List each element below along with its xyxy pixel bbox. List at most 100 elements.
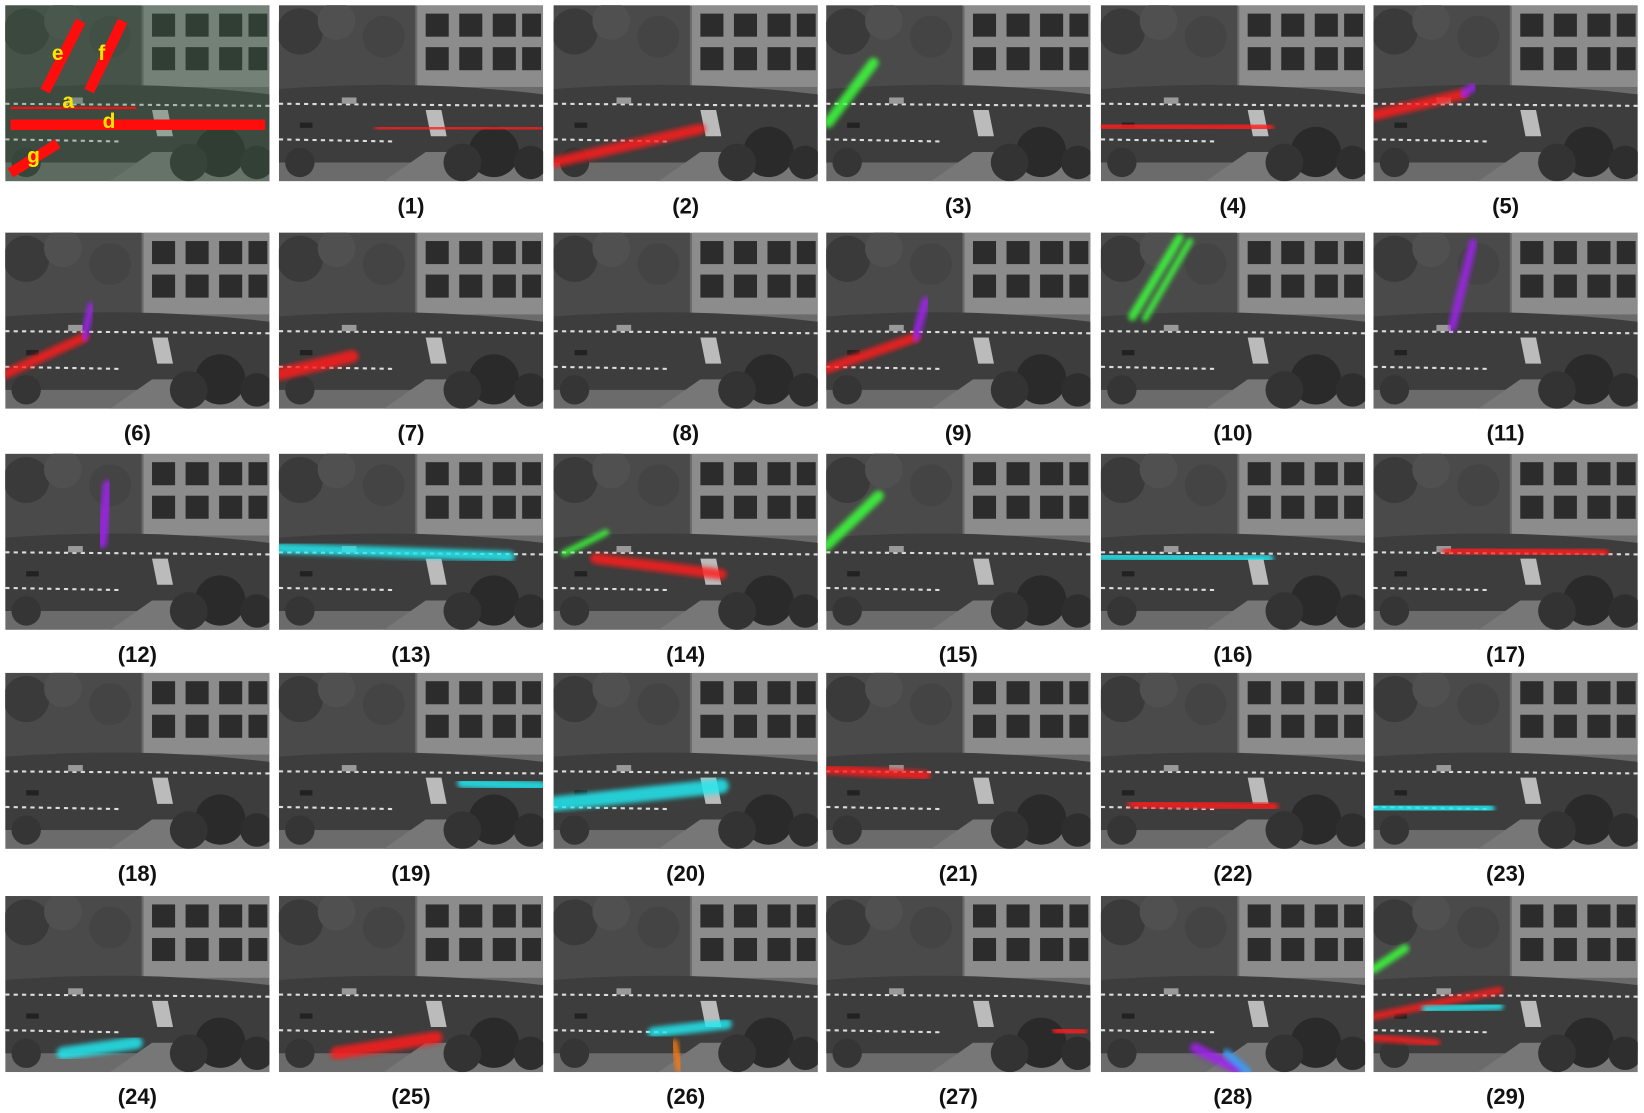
scene <box>1371 230 1642 409</box>
panel-image <box>1099 230 1370 409</box>
panel-image <box>1371 230 1642 409</box>
panel-label: (15) <box>939 642 978 667</box>
motion-streak <box>1373 1038 1436 1043</box>
image-content <box>1099 451 1370 630</box>
panel-image <box>277 451 548 630</box>
panel-label: (10) <box>1213 421 1252 446</box>
panel-label: (28) <box>1213 1084 1252 1109</box>
scene <box>3 230 274 409</box>
panel-image <box>551 2 822 181</box>
panel-label: (7) <box>398 421 425 446</box>
motion-streak <box>1447 550 1604 553</box>
image-content <box>3 2 274 181</box>
panel-image <box>824 2 1095 181</box>
scene <box>1371 2 1642 181</box>
motion-streak <box>1057 1030 1083 1032</box>
panel-label: (3) <box>945 193 972 218</box>
panel-label: (25) <box>391 1084 430 1109</box>
panel-image <box>1371 893 1642 1072</box>
panel-label: (9) <box>945 421 972 446</box>
panel-label: (26) <box>666 1084 705 1109</box>
route-label: g <box>27 145 40 168</box>
panel-image <box>551 670 822 849</box>
image-content <box>1099 670 1370 849</box>
scene <box>1099 230 1370 409</box>
panel-image <box>1099 451 1370 630</box>
page: efadg(1)(2)(3)(4)(5)(6)(7)(8)(9)(10)(11)… <box>0 0 1644 1113</box>
scene <box>824 451 1095 630</box>
panel-label: (27) <box>939 1084 978 1109</box>
scene <box>1099 451 1370 630</box>
panel-image <box>824 670 1095 849</box>
panel-image <box>551 893 822 1072</box>
image-content <box>551 670 822 849</box>
panel-image <box>824 230 1095 409</box>
scene <box>824 893 1095 1072</box>
panel-image <box>1099 2 1370 181</box>
scene <box>3 670 274 849</box>
panel-label: (4) <box>1220 193 1247 218</box>
scene <box>824 230 1095 409</box>
image-content <box>1371 451 1642 630</box>
panel-image <box>277 670 548 849</box>
panel-image <box>1099 893 1370 1072</box>
image-content <box>277 2 548 181</box>
motion-streak <box>462 783 541 786</box>
panel-label: (13) <box>391 642 430 667</box>
panel-image <box>277 893 548 1072</box>
panel-label: (21) <box>939 861 978 886</box>
route-label: f <box>98 42 106 65</box>
panel-image <box>3 451 274 630</box>
scene <box>277 670 548 849</box>
scene <box>1099 670 1370 849</box>
image-content <box>277 893 548 1072</box>
motion-streak <box>1373 807 1488 809</box>
panel-label: (5) <box>1492 193 1519 218</box>
route-label: e <box>52 42 64 65</box>
panel-label: (11) <box>1487 421 1525 446</box>
motion-streak <box>1101 126 1269 128</box>
panel-label: (24) <box>118 1084 157 1109</box>
image-content <box>551 893 822 1072</box>
image-content <box>277 230 548 409</box>
scene <box>551 230 822 409</box>
panel-image <box>3 230 274 409</box>
panel-label: (23) <box>1486 861 1525 886</box>
image-content <box>1371 670 1642 849</box>
scene <box>277 230 548 409</box>
image-content <box>824 451 1095 630</box>
panel-label: (12) <box>118 642 157 667</box>
panel-label: (16) <box>1213 642 1252 667</box>
panel-label: (18) <box>118 861 157 886</box>
image-content <box>3 230 274 409</box>
panel-image <box>3 670 274 849</box>
panel-image <box>551 230 822 409</box>
image-content <box>1099 230 1370 409</box>
image-content <box>1371 230 1642 409</box>
image-content <box>824 670 1095 849</box>
image-content <box>1371 2 1642 181</box>
scene <box>824 2 1095 181</box>
panel-label: (22) <box>1213 861 1252 886</box>
scene <box>3 451 274 630</box>
image-content <box>551 451 822 630</box>
scene <box>1371 670 1642 849</box>
motion-streak <box>378 128 541 129</box>
panel-label: (19) <box>391 861 430 886</box>
panel-label: (29) <box>1486 1084 1525 1109</box>
panel-image <box>1371 451 1642 630</box>
scene <box>277 2 548 181</box>
image-content <box>824 230 1095 409</box>
panel-label: (17) <box>1486 642 1525 667</box>
panel-label: (2) <box>672 193 699 218</box>
motion-streak <box>1132 804 1274 807</box>
panel-label: (1) <box>398 193 425 218</box>
panel-image <box>277 2 548 181</box>
scene <box>277 451 548 630</box>
panel-image <box>824 451 1095 630</box>
image-content <box>1099 893 1370 1072</box>
motion-streak <box>1426 1006 1499 1009</box>
scene <box>1371 451 1642 630</box>
motion-streak <box>826 769 926 775</box>
panel-image <box>3 893 274 1072</box>
